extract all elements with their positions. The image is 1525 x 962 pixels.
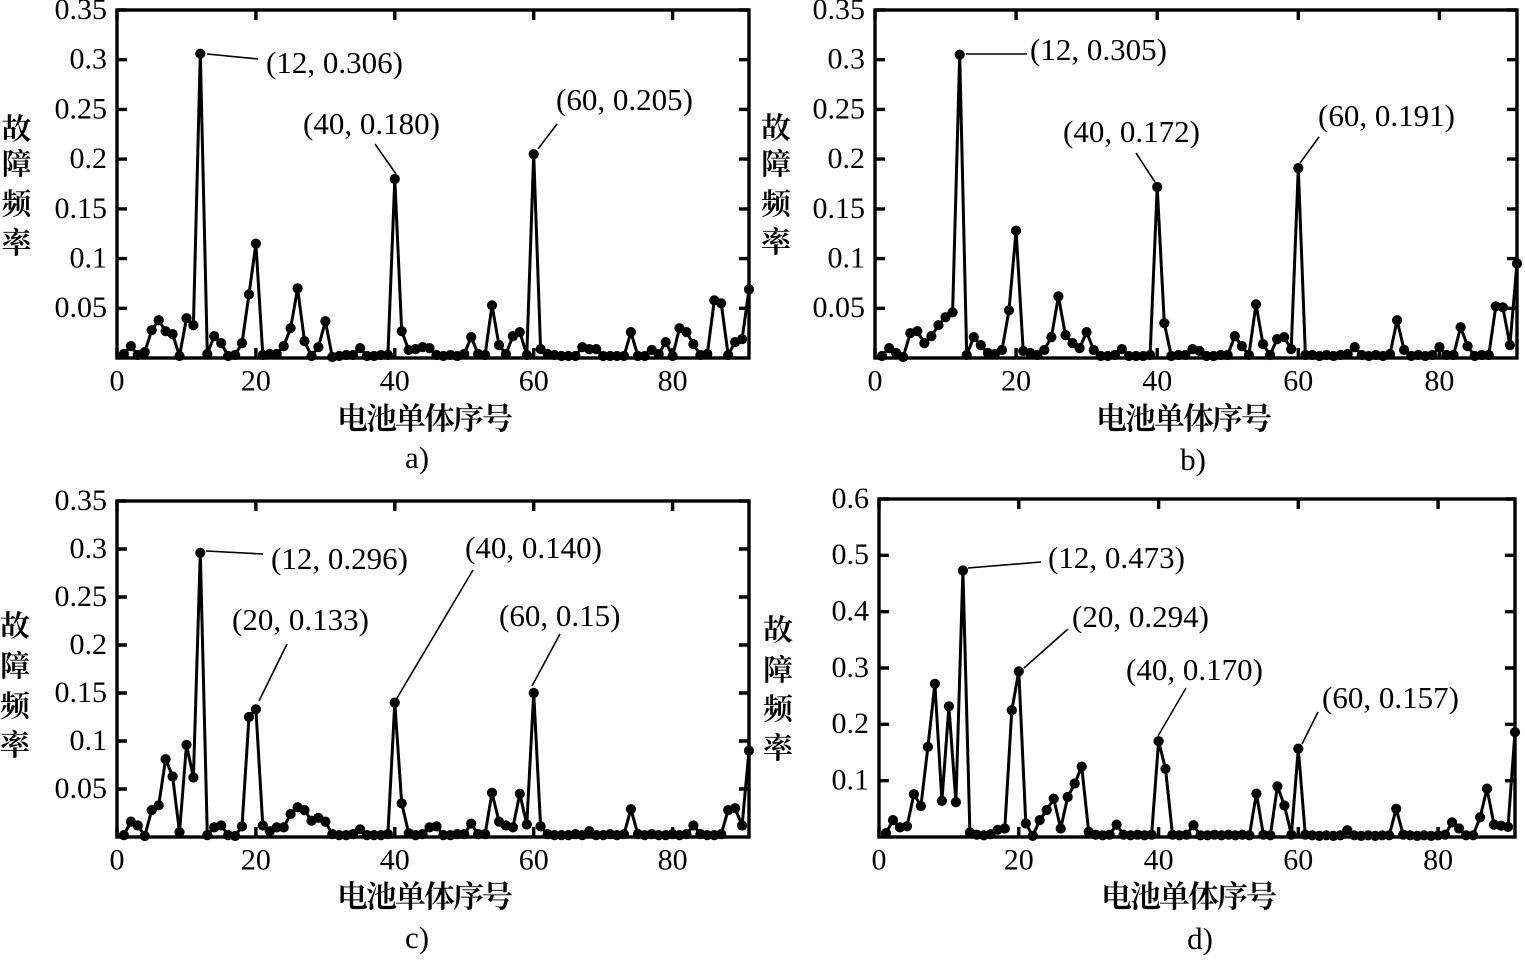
svg-text:0: 0 xyxy=(110,844,125,877)
svg-text:c): c) xyxy=(405,920,429,955)
svg-text:60: 60 xyxy=(519,844,549,877)
svg-text:0.1: 0.1 xyxy=(70,241,108,274)
svg-text:(40, 0.172): (40, 0.172) xyxy=(1063,114,1200,149)
svg-text:a): a) xyxy=(405,440,429,475)
svg-text:60: 60 xyxy=(1283,844,1313,877)
svg-text:(60, 0.191): (60, 0.191) xyxy=(1318,98,1455,133)
svg-text:0.3: 0.3 xyxy=(828,43,866,76)
svg-text:(40, 0.180): (40, 0.180) xyxy=(303,106,440,141)
svg-text:40: 40 xyxy=(1144,844,1174,877)
svg-text:40: 40 xyxy=(380,365,410,398)
svg-text:0.25: 0.25 xyxy=(55,92,108,125)
svg-text:b): b) xyxy=(1180,442,1206,477)
svg-text:(12, 0.296): (12, 0.296) xyxy=(271,541,408,576)
svg-text:d): d) xyxy=(1187,921,1213,956)
svg-text:(60, 0.205): (60, 0.205) xyxy=(556,82,693,117)
svg-text:0.3: 0.3 xyxy=(832,651,870,684)
svg-text:0.2: 0.2 xyxy=(70,142,108,175)
svg-text:0.4: 0.4 xyxy=(832,595,870,628)
svg-text:(60, 0.157): (60, 0.157) xyxy=(1322,680,1459,715)
svg-text:0.6: 0.6 xyxy=(832,482,870,515)
svg-text:40: 40 xyxy=(1142,365,1172,398)
svg-text:0.1: 0.1 xyxy=(828,241,866,274)
svg-text:0.3: 0.3 xyxy=(70,43,108,76)
svg-text:(40, 0.170): (40, 0.170) xyxy=(1126,652,1263,687)
svg-text:80: 80 xyxy=(1423,844,1453,877)
svg-text:80: 80 xyxy=(658,365,688,398)
svg-text:40: 40 xyxy=(380,844,410,877)
svg-text:80: 80 xyxy=(658,844,688,877)
svg-text:20: 20 xyxy=(241,365,271,398)
svg-text:(12, 0.473): (12, 0.473) xyxy=(1048,540,1185,575)
svg-text:80: 80 xyxy=(1424,365,1454,398)
svg-text:0: 0 xyxy=(868,365,883,398)
svg-text:0: 0 xyxy=(872,844,887,877)
svg-text:0.35: 0.35 xyxy=(813,0,866,26)
svg-text:0: 0 xyxy=(110,365,125,398)
svg-text:0.05: 0.05 xyxy=(55,772,108,805)
svg-text:(12, 0.305): (12, 0.305) xyxy=(1030,32,1167,67)
svg-text:0.2: 0.2 xyxy=(70,628,108,661)
svg-text:(12, 0.306): (12, 0.306) xyxy=(266,45,403,80)
svg-text:0.05: 0.05 xyxy=(813,291,866,324)
svg-text:0.1: 0.1 xyxy=(70,724,108,757)
svg-text:20: 20 xyxy=(1001,365,1031,398)
svg-text:0.15: 0.15 xyxy=(55,192,108,225)
svg-text:(40, 0.140): (40, 0.140) xyxy=(465,530,602,565)
svg-text:60: 60 xyxy=(1283,365,1313,398)
svg-text:0.3: 0.3 xyxy=(70,532,108,565)
svg-text:0.15: 0.15 xyxy=(55,676,108,709)
svg-text:0.05: 0.05 xyxy=(55,291,108,324)
svg-text:0.1: 0.1 xyxy=(832,764,870,797)
svg-text:0.2: 0.2 xyxy=(828,142,866,175)
svg-text:0.5: 0.5 xyxy=(832,538,870,571)
svg-text:0.25: 0.25 xyxy=(55,580,108,613)
svg-text:0.35: 0.35 xyxy=(55,0,108,26)
svg-text:0.15: 0.15 xyxy=(813,192,866,225)
svg-text:20: 20 xyxy=(241,844,271,877)
svg-text:20: 20 xyxy=(1004,844,1034,877)
svg-text:0.25: 0.25 xyxy=(813,92,866,125)
svg-text:0.2: 0.2 xyxy=(832,707,870,740)
svg-text:(20, 0.294): (20, 0.294) xyxy=(1072,599,1209,634)
svg-text:0.35: 0.35 xyxy=(55,484,108,517)
svg-text:(20, 0.133): (20, 0.133) xyxy=(232,602,369,637)
svg-text:(60, 0.15): (60, 0.15) xyxy=(499,598,620,633)
svg-text:60: 60 xyxy=(519,365,549,398)
